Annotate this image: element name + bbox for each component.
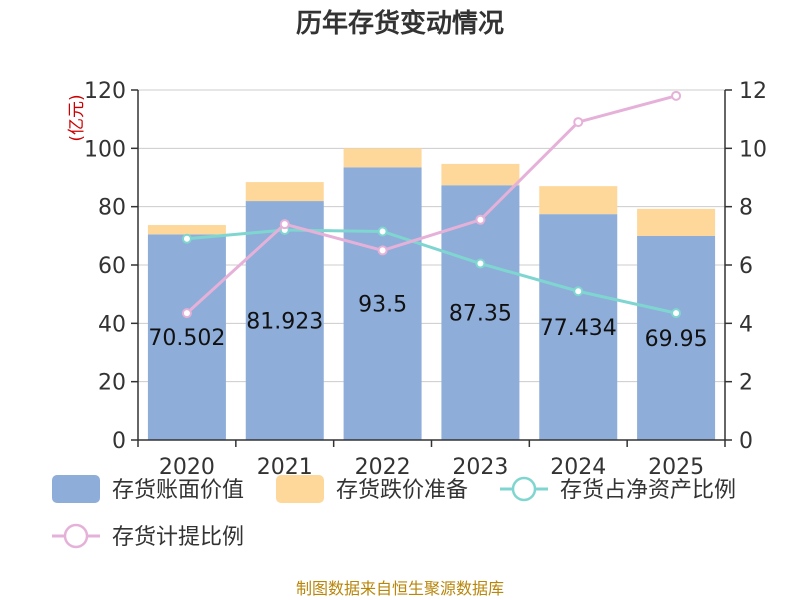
grid <box>138 89 725 383</box>
bar-impairment-reserve <box>147 225 226 235</box>
legend-item: 存货计提比例 <box>52 523 244 550</box>
y-right-tick-label: 0 <box>739 429 753 454</box>
legend-item: 存货跌价准备 <box>276 475 468 503</box>
y-left-tick-label: 80 <box>98 196 126 221</box>
legend-swatch <box>52 475 100 503</box>
point-inventory-net-asset-ratio <box>573 286 584 297</box>
bar-book-value <box>343 167 422 440</box>
bar-value-label: 81.923 <box>246 310 323 335</box>
point-inventory-net-asset-ratio <box>181 233 192 244</box>
y-left-axis-label: (亿元) <box>67 94 87 141</box>
point-inventory-net-asset-ratio <box>671 308 682 319</box>
y-right-tick-label: 12 <box>739 79 767 104</box>
y-right-tick-label: 2 <box>739 371 753 396</box>
bar-book-value <box>147 234 226 440</box>
legend-item: 存货占净资产比例 <box>500 476 736 503</box>
y-left-tick-label: 60 <box>98 254 126 279</box>
legend-swatch <box>276 475 324 503</box>
legend-marker <box>511 476 537 502</box>
x-tick-label: 2024 <box>550 455 606 480</box>
bars <box>147 148 716 440</box>
data-labels: 70.502 81.923 93.5 87.35 77.434 69.95 <box>148 293 707 352</box>
point-provision-ratio <box>279 219 290 230</box>
bar-book-value <box>637 235 716 440</box>
bar-value-label: 77.434 <box>540 316 617 341</box>
point-inventory-net-asset-ratio <box>475 258 486 269</box>
bar-impairment-reserve <box>343 148 422 168</box>
y-right-tick-label: 10 <box>739 137 767 162</box>
point-provision-ratio <box>475 214 486 225</box>
bar-value-label: 70.502 <box>148 326 225 351</box>
bar-impairment-reserve <box>539 186 618 215</box>
y-left-tick-label: 20 <box>98 371 126 396</box>
y-right-tick-label: 6 <box>739 254 753 279</box>
chart-title: 历年存货变动情况 <box>296 8 504 39</box>
y-left-tick-label: 120 <box>84 79 126 104</box>
y-right-tick-label: 4 <box>739 312 753 337</box>
y-left-tick-label: 0 <box>112 429 126 454</box>
point-inventory-net-asset-ratio <box>377 226 388 237</box>
bar-impairment-reserve <box>245 182 324 202</box>
x-tick-label: 2022 <box>355 455 411 480</box>
bar-value-label: 69.95 <box>645 327 708 352</box>
point-provision-ratio <box>573 117 584 128</box>
point-provision-ratio <box>671 90 682 101</box>
bar-value-label: 93.5 <box>358 293 407 318</box>
y-right-tick-label: 8 <box>739 196 753 221</box>
line-inventory-net-asset-ratio <box>186 228 677 315</box>
bar-book-value <box>539 214 618 440</box>
legend-item: 存货账面价值 <box>52 475 244 503</box>
legend-label: 存货计提比例 <box>112 525 244 550</box>
source-note: 制图数据来自恒生聚源数据库 <box>296 579 504 598</box>
x-tick-label: 2025 <box>648 455 704 480</box>
x-tick-label: 2023 <box>452 455 508 480</box>
bar-impairment-reserve <box>441 163 520 186</box>
bar-value-label: 87.35 <box>449 302 512 327</box>
point-provision-ratio <box>377 245 388 256</box>
y-left-tick-label: 100 <box>84 137 126 162</box>
line-provision-ratio <box>185 94 677 315</box>
bar-book-value <box>245 201 324 440</box>
x-tick-label: 2020 <box>159 455 215 480</box>
bar-impairment-reserve <box>637 208 716 236</box>
point-provision-ratio <box>181 308 192 319</box>
lines <box>181 90 682 319</box>
legend-label: 存货账面价值 <box>112 478 244 503</box>
legend-label: 存货占净资产比例 <box>560 478 736 503</box>
legend-marker <box>63 523 89 549</box>
y-left-tick-label: 40 <box>98 312 126 337</box>
legend-label: 存货跌价准备 <box>336 478 468 503</box>
